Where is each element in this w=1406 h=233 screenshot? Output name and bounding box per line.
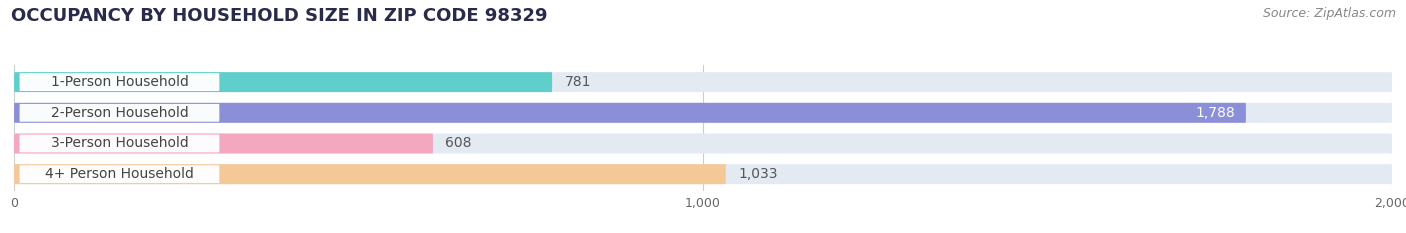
Text: 1,788: 1,788 [1195,106,1236,120]
FancyBboxPatch shape [14,134,433,154]
Text: 3-Person Household: 3-Person Household [51,137,188,151]
FancyBboxPatch shape [20,135,219,152]
FancyBboxPatch shape [14,72,553,92]
Text: 608: 608 [446,137,472,151]
Text: 1-Person Household: 1-Person Household [51,75,188,89]
FancyBboxPatch shape [20,73,219,91]
Text: 4+ Person Household: 4+ Person Household [45,167,194,181]
Text: 781: 781 [565,75,591,89]
FancyBboxPatch shape [20,165,219,183]
FancyBboxPatch shape [14,164,725,184]
Text: 2-Person Household: 2-Person Household [51,106,188,120]
FancyBboxPatch shape [14,164,1392,184]
FancyBboxPatch shape [14,134,1392,154]
FancyBboxPatch shape [14,103,1392,123]
FancyBboxPatch shape [14,72,1392,92]
Text: OCCUPANCY BY HOUSEHOLD SIZE IN ZIP CODE 98329: OCCUPANCY BY HOUSEHOLD SIZE IN ZIP CODE … [11,7,548,25]
Text: Source: ZipAtlas.com: Source: ZipAtlas.com [1263,7,1396,20]
Text: 1,033: 1,033 [738,167,778,181]
FancyBboxPatch shape [20,104,219,122]
FancyBboxPatch shape [14,103,1246,123]
